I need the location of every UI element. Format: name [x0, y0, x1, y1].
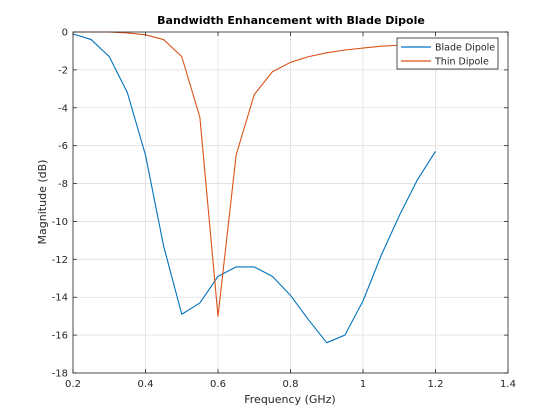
legend-box [396, 37, 499, 70]
x-tick-label: 0.4 [138, 379, 154, 390]
y-tick-label: -16 [52, 331, 68, 342]
y-tick-label: 0 [62, 28, 68, 39]
legend-label-thin-dipole: Thin Dipole [434, 57, 489, 68]
y-tick-label: -12 [52, 255, 68, 266]
x-tick-label: 0.8 [283, 379, 299, 390]
x-tick-label: 1 [360, 379, 366, 390]
y-tick-label: -6 [58, 141, 68, 152]
chart-title: Bandwidth Enhancement with Blade Dipole [157, 14, 425, 27]
x-tick-label: 0.2 [65, 379, 81, 390]
x-axis-label: Frequency (GHz) [244, 393, 335, 406]
y-tick-label: -18 [52, 369, 68, 380]
y-axis-label: Magnitude (dB) [36, 160, 49, 245]
y-tick-label: -4 [58, 103, 68, 114]
y-tick-label: -10 [52, 217, 68, 228]
y-tick-label: -14 [52, 293, 68, 304]
x-tick-label: 1.4 [500, 379, 516, 390]
series-line-blade-dipole [72, 33, 436, 344]
legend-label-blade-dipole: Blade Dipole [435, 43, 495, 54]
ticks: 0.2 0.4 0.6 0.8 1 1.2 1.4 0 -2 -4 -6 -8 -10 -12 -14 -16… [52, 28, 516, 391]
y-tick-label: -8 [58, 179, 68, 190]
x-tick-label: 0.6 [210, 379, 226, 390]
y-tick-label: -2 [58, 65, 68, 76]
series-layer [72, 31, 436, 344]
legend: Blade Dipole Thin Dipole [396, 37, 499, 70]
series-line-thin-dipole [73, 31, 436, 317]
x-tick-label: 1.2 [428, 379, 444, 390]
